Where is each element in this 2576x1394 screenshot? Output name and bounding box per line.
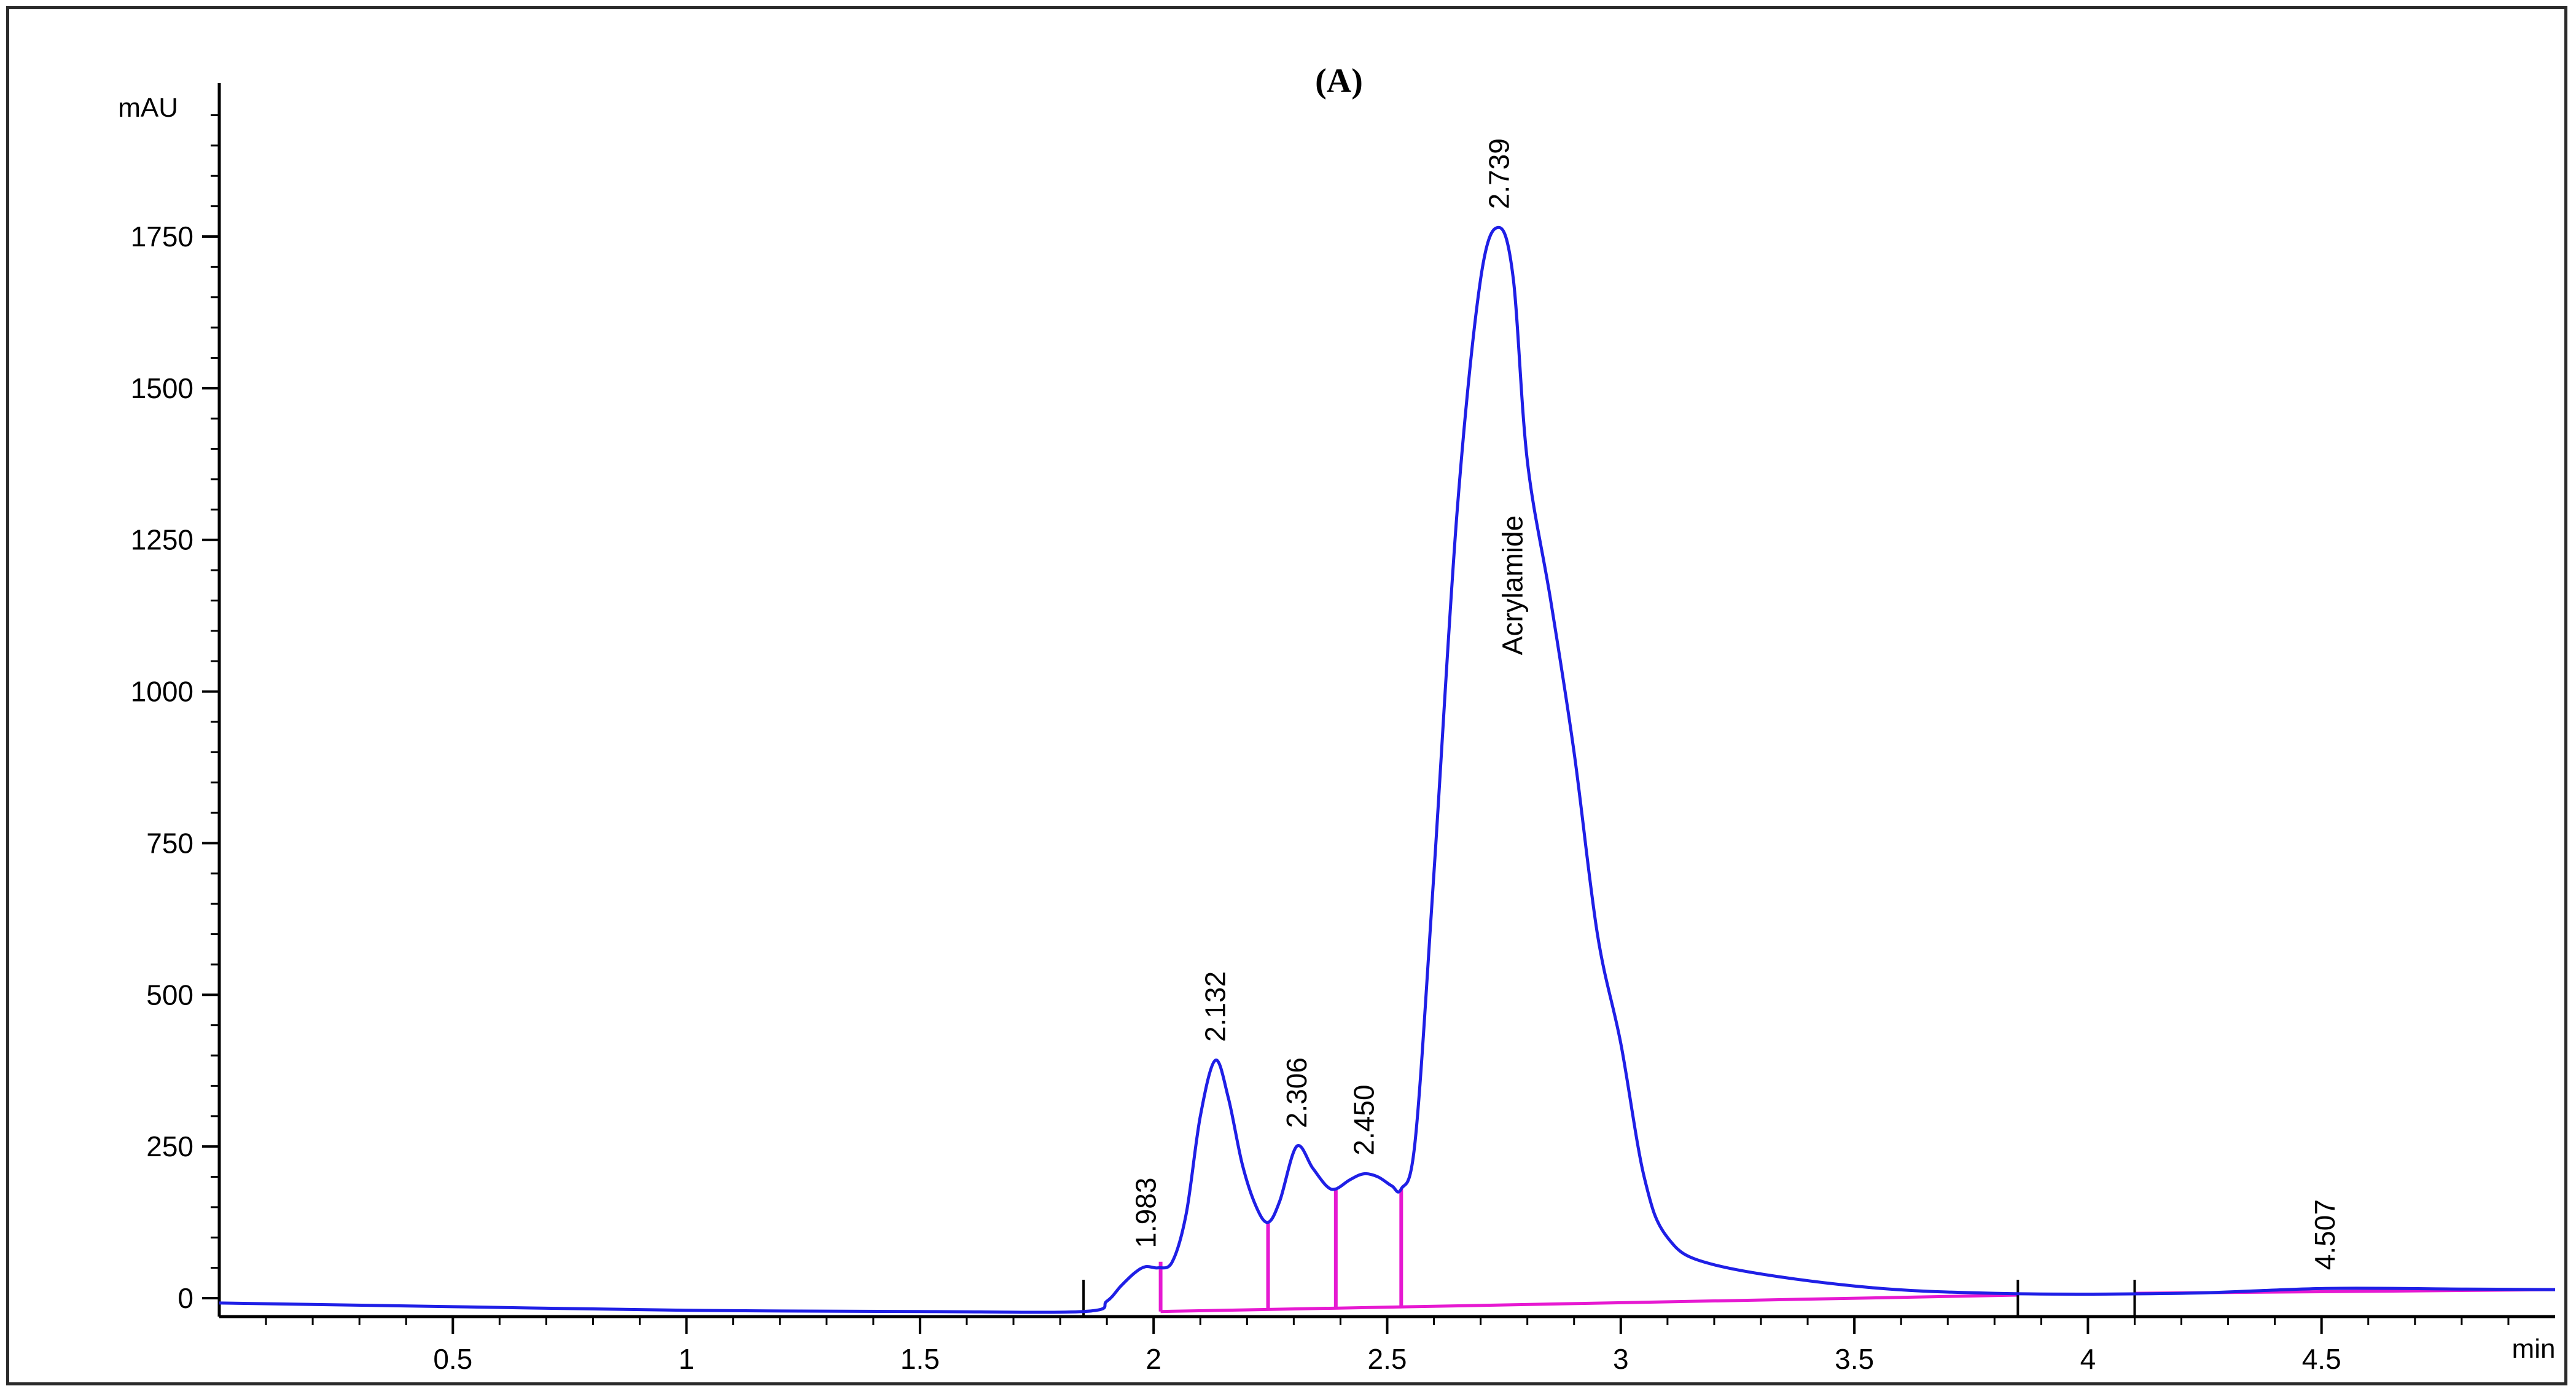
signal-trace: [219, 225, 2556, 1314]
peak-label: 2.450: [1348, 1084, 1380, 1155]
compound-annotation: Acrylamide: [1496, 515, 1528, 656]
signal-line: [219, 225, 2556, 1314]
x-tick-label: 1: [679, 1343, 695, 1375]
peak-label: 1.983: [1130, 1178, 1161, 1248]
y-tick-label: 250: [146, 1130, 193, 1162]
y-tick-label: 500: [146, 979, 193, 1011]
y-tick-label: 1500: [131, 372, 193, 404]
y-tick-label: 0: [178, 1282, 193, 1314]
peak-label: 2.306: [1281, 1057, 1313, 1128]
x-tick-label: 3.5: [1835, 1343, 1874, 1375]
x-tick-label: 2.5: [1368, 1343, 1407, 1375]
peak-labels: 1.983 2.132 2.306 2.450 2.739 4.507 Acrylamide: [1130, 138, 2341, 1270]
peak-label: 4.507: [2309, 1199, 2341, 1270]
chart-title: (A): [1315, 62, 1363, 100]
x-tick-label: 0.5: [433, 1343, 472, 1375]
y-tick-label: 750: [146, 827, 193, 859]
integration-baseline: [1160, 1293, 2018, 1314]
x-axis-label: min: [2512, 1334, 2556, 1364]
x-tick-label: 4.5: [2302, 1343, 2341, 1375]
x-tick-label: 4: [2080, 1343, 2096, 1375]
x-tick-label: 2: [1146, 1343, 1161, 1375]
y-tick-label: 1000: [131, 676, 193, 708]
peak-label: 2.739: [1483, 138, 1515, 209]
peak-label: 2.132: [1200, 971, 1231, 1042]
y-tick-label: 1250: [131, 524, 193, 556]
x-tick-label: 3: [1613, 1343, 1629, 1375]
y-axis-label: mAU: [118, 93, 178, 123]
chromatogram-chart: 0 250 500 750 1000 1250 1500 1750 0.5 1 1.5 2 2.5 3 3.…: [118, 62, 2556, 1375]
chart-frame: 0 250 500 750 1000 1250 1500 1750 0.5 1 1.5 2 2.5 3 3.…: [6, 6, 2567, 1385]
axes: 0 250 500 750 1000 1250 1500 1750 0.5 1 1.5 2 2.5 3 3.…: [131, 83, 2555, 1375]
x-tick-label: 1.5: [900, 1343, 940, 1375]
y-tick-label: 1750: [131, 221, 193, 253]
